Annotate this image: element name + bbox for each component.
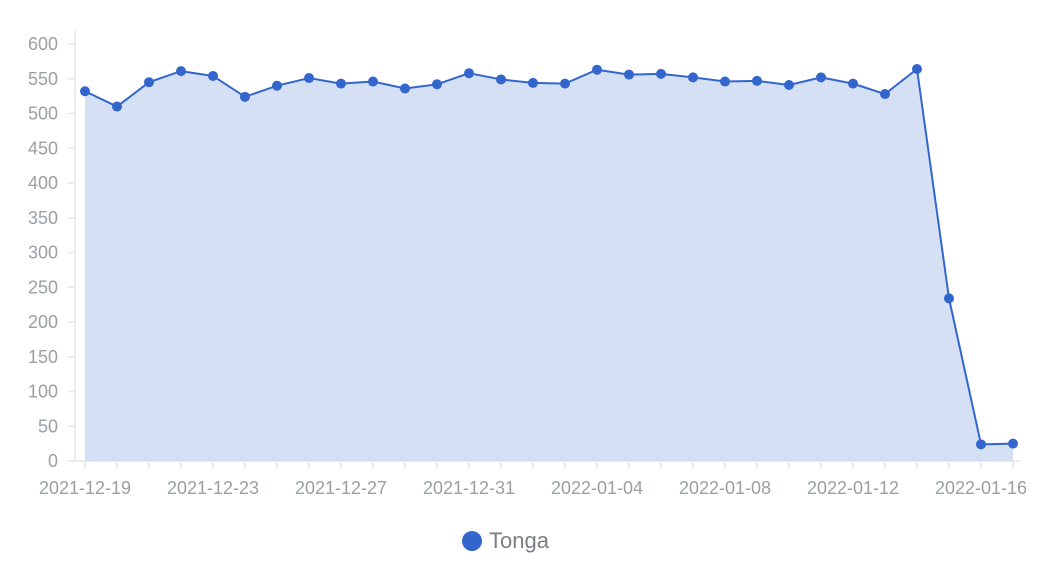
y-tick-label: 100 [28,382,58,402]
data-point[interactable] [688,72,698,83]
data-point[interactable] [560,78,570,89]
data-point[interactable] [432,79,442,90]
y-tick-label: 200 [28,312,58,332]
data-point[interactable] [848,78,858,89]
x-axis: 2021-12-19 2021-12-23 2021-12-27 2021-12-31… [39,460,1027,498]
data-point[interactable] [880,89,890,100]
y-tick-label: 500 [28,104,58,124]
legend-label-tonga: Tonga [489,528,549,553]
data-point[interactable] [976,439,986,450]
data-point[interactable] [208,70,218,81]
y-tick-label: 300 [28,243,58,263]
data-point[interactable] [144,77,154,88]
data-point[interactable] [624,69,634,80]
data-point[interactable] [816,72,826,83]
y-tick-label: 350 [28,208,58,228]
data-point[interactable] [400,83,410,94]
x-tick-label: 2021-12-31 [423,478,515,498]
data-point[interactable] [496,74,506,85]
data-point[interactable] [176,66,186,77]
x-tick-label: 2022-01-12 [807,478,899,498]
x-tick-label: 2022-01-16 [935,478,1027,498]
y-tick-label: 550 [28,69,58,89]
plot-area [80,64,1018,462]
series-line-tonga [84,68,1014,446]
legend[interactable]: Tonga [462,528,549,554]
data-point[interactable] [656,68,666,79]
y-tick-label: 450 [28,138,58,158]
data-point[interactable] [464,68,474,79]
y-tick-label: 50 [38,416,58,436]
y-tick-label: 150 [28,347,58,367]
data-point[interactable] [80,86,90,97]
x-tick-label: 2021-12-19 [39,478,131,498]
data-point[interactable] [240,91,250,102]
series-area-tonga [85,69,1013,462]
data-point[interactable] [304,73,314,84]
data-point[interactable] [112,101,122,112]
data-point[interactable] [592,64,602,75]
x-tick-label: 2021-12-23 [167,478,259,498]
data-point[interactable] [528,77,538,88]
data-point[interactable] [944,293,954,304]
data-point[interactable] [720,76,730,87]
data-point[interactable] [1008,438,1018,449]
x-tick-label: 2021-12-27 [295,478,387,498]
y-tick-label: 400 [28,173,58,193]
data-point[interactable] [368,76,378,87]
y-axis: 0 50 100 150 200 250 300 350 400 450 500 550 600 [28,30,76,471]
legend-swatch-tonga [462,531,482,551]
y-tick-label: 0 [48,451,58,471]
data-point[interactable] [272,80,282,91]
data-point[interactable] [752,75,762,86]
data-point[interactable] [912,64,922,75]
y-tick-label: 250 [28,277,58,297]
y-tick-label: 600 [28,34,58,54]
x-tick-label: 2022-01-08 [679,478,771,498]
data-point[interactable] [784,80,794,91]
data-point[interactable] [336,78,346,89]
x-tick-label: 2022-01-04 [551,478,643,498]
